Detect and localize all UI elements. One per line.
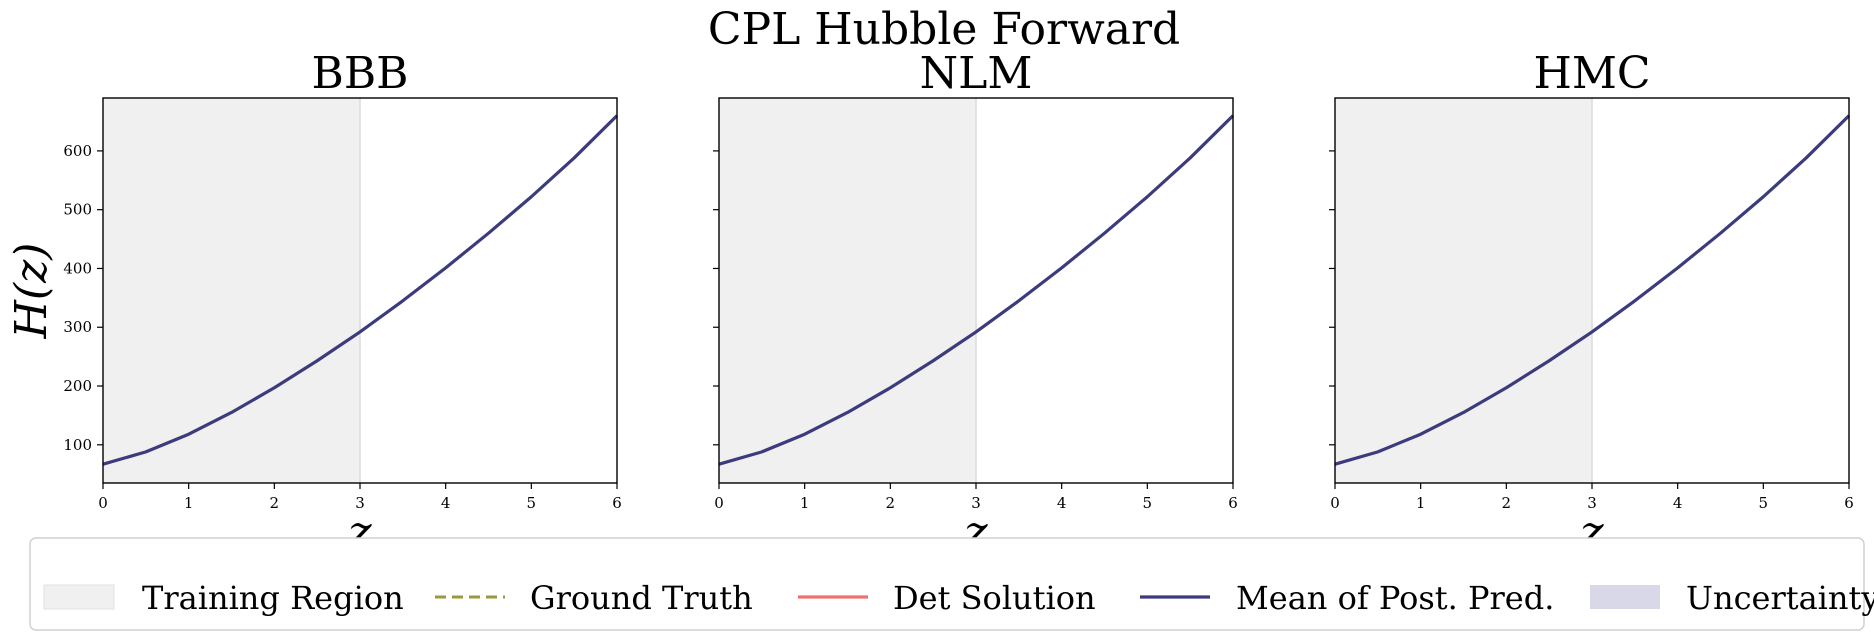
x-tick-label: 2 xyxy=(1502,494,1512,512)
legend-label: Det Solution xyxy=(893,579,1096,617)
panel-title: BBB xyxy=(311,48,408,99)
training-region xyxy=(719,98,976,483)
x-tick-label: 2 xyxy=(270,494,280,512)
y-axis-label: H(z) xyxy=(6,243,57,340)
figure-title: CPL Hubble Forward xyxy=(708,4,1180,55)
legend-label: Training Region xyxy=(142,579,404,617)
x-tick-label: 6 xyxy=(612,494,622,512)
legend-item-ground-truth: Ground Truth xyxy=(435,579,753,617)
series-line-mean-of-post-pred xyxy=(102,114,619,466)
y-tick-label: 400 xyxy=(63,259,92,277)
x-tick-label: 1 xyxy=(800,494,810,512)
x-tick-label: 4 xyxy=(1673,494,1683,512)
legend-item-det-solution: Det Solution xyxy=(798,579,1096,617)
x-tick-label: 0 xyxy=(714,494,724,512)
panel-title: HMC xyxy=(1533,48,1650,99)
y-tick-label: 500 xyxy=(63,201,92,219)
x-tick-label: 5 xyxy=(1143,494,1153,512)
x-tick-label: 2 xyxy=(886,494,896,512)
y-tick-label: 300 xyxy=(63,318,92,336)
legend-item-mean-of-post-pred: Mean of Post. Pred. xyxy=(1140,579,1554,617)
training-region xyxy=(1335,98,1592,483)
x-tick-label: 6 xyxy=(1228,494,1238,512)
x-tick-label: 0 xyxy=(98,494,108,512)
series-line-mean-of-post-pred xyxy=(718,114,1235,466)
x-tick-label: 4 xyxy=(1057,494,1067,512)
y-tick-label: 100 xyxy=(63,436,92,454)
legend-item-training-region: Training Region xyxy=(43,579,404,617)
legend-label: Uncertainty xyxy=(1686,579,1874,617)
x-tick-label: 5 xyxy=(1759,494,1769,512)
legend-frame xyxy=(29,537,1865,631)
legend-label: Ground Truth xyxy=(530,579,753,617)
y-tick-label: 200 xyxy=(63,377,92,395)
legend-label: Mean of Post. Pred. xyxy=(1236,579,1554,617)
x-tick-label: 3 xyxy=(971,494,981,512)
series-line-mean-of-post-pred xyxy=(1334,114,1851,466)
x-tick-label: 5 xyxy=(527,494,537,512)
legend-item-uncertainty: Uncertainty xyxy=(1590,579,1874,617)
x-tick-label: 6 xyxy=(1844,494,1854,512)
legend: Training Region Ground Truth Det Solution M… xyxy=(29,537,1874,631)
x-tick-label: 3 xyxy=(355,494,365,512)
x-tick-label: 0 xyxy=(1330,494,1340,512)
y-tick-label: 600 xyxy=(63,142,92,160)
training-region xyxy=(103,98,360,483)
panel-title: NLM xyxy=(920,48,1033,99)
legend-swatch xyxy=(1590,585,1660,609)
legend-swatch xyxy=(43,584,115,610)
x-tick-label: 3 xyxy=(1587,494,1597,512)
x-tick-label: 1 xyxy=(1416,494,1426,512)
x-tick-label: 1 xyxy=(184,494,194,512)
x-tick-label: 4 xyxy=(441,494,451,512)
